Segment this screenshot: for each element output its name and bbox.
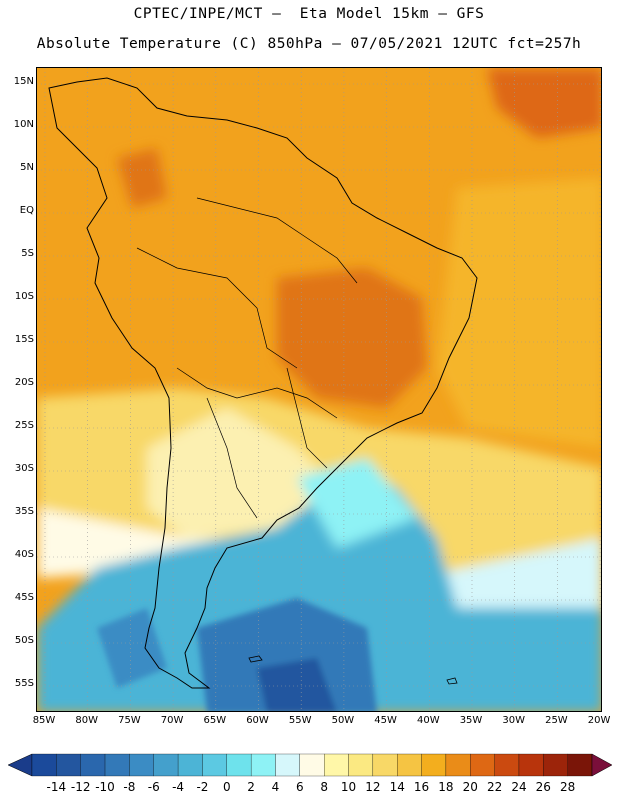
cool-band-argentina bbox=[147, 408, 337, 538]
colorbar-label-2: -10 bbox=[95, 780, 115, 794]
colorbar-swatch-10 bbox=[275, 753, 300, 777]
colorbar-swatch-17 bbox=[445, 753, 471, 777]
lat-label-10s: 10S bbox=[14, 291, 34, 302]
islands bbox=[248, 655, 458, 685]
lon-label-20w: 20W bbox=[587, 715, 611, 726]
colorbar-label-16: 18 bbox=[438, 780, 454, 794]
colorbar-label-10: 6 bbox=[295, 780, 304, 794]
colorbar-swatch-20 bbox=[518, 753, 544, 777]
colorbar-label-14: 14 bbox=[389, 780, 405, 794]
colorbar-label-17: 20 bbox=[462, 780, 478, 794]
lon-label-45w: 45W bbox=[374, 715, 397, 726]
lat-label-15n: 15N bbox=[13, 76, 34, 87]
colorbar-swatch-1 bbox=[56, 753, 81, 777]
colorbar-swatch-9 bbox=[250, 753, 276, 777]
lon-label-40w: 40W bbox=[416, 715, 440, 726]
colorbar-overflow bbox=[591, 753, 613, 777]
colorbar-label-4: -6 bbox=[147, 780, 160, 794]
lon-label-85w: 85W bbox=[32, 715, 56, 726]
map-title-line1: CPTEC/INPE/MCT – Eta Model 15km – GFS bbox=[133, 6, 485, 22]
lat-label-15s: 15S bbox=[14, 334, 34, 345]
lat-label-5s: 5S bbox=[21, 248, 34, 259]
coldest-core bbox=[257, 658, 337, 711]
lon-label-50w: 50W bbox=[331, 715, 355, 726]
hot-zone-andes-north bbox=[117, 148, 167, 208]
lat-label-10n: 10N bbox=[13, 119, 34, 130]
lat-label-5n: 5N bbox=[20, 162, 34, 173]
lon-label-60w: 60W bbox=[246, 715, 269, 726]
colorbar-label-11: 8 bbox=[320, 780, 328, 794]
colorbar-swatch-11 bbox=[299, 753, 325, 777]
lat-label-40s: 40S bbox=[14, 549, 34, 560]
colorbar bbox=[7, 753, 613, 777]
colorbar-swatch-12 bbox=[324, 753, 349, 777]
lat-label-30s: 30S bbox=[14, 463, 34, 474]
colorbar-swatch-22 bbox=[567, 753, 593, 777]
colorbar-label-12: 10 bbox=[340, 780, 357, 794]
colorbar-label-20: 26 bbox=[535, 780, 551, 794]
lat-label-45s: 45S bbox=[14, 592, 34, 603]
colorbar-label-0: -14 bbox=[46, 780, 67, 794]
colorbar-swatch-18 bbox=[470, 753, 495, 777]
hot-zone-brazil bbox=[277, 268, 427, 408]
colorbar-label-8: 2 bbox=[247, 780, 255, 794]
lon-label-55w: 55W bbox=[288, 715, 312, 726]
colorbar-swatch-8 bbox=[226, 753, 252, 777]
colorbar-label-19: 24 bbox=[511, 780, 527, 794]
colorbar-swatch-2 bbox=[80, 753, 106, 777]
colorbar-label-3: -8 bbox=[123, 780, 136, 794]
colorbar-swatch-7 bbox=[202, 753, 227, 777]
lon-label-75w: 75W bbox=[118, 715, 141, 726]
colorbar-label-21: 28 bbox=[560, 780, 576, 794]
colorbar-label-1: -12 bbox=[70, 780, 91, 794]
lon-label-70w: 70W bbox=[160, 715, 184, 726]
colorbar-label-18: 22 bbox=[486, 780, 503, 794]
lat-label-35s: 35S bbox=[14, 506, 34, 517]
lon-label-25w: 25W bbox=[545, 715, 568, 726]
colder-core bbox=[197, 598, 377, 711]
colorbar-label-6: -2 bbox=[196, 780, 209, 794]
colorbar-swatch-21 bbox=[543, 753, 568, 777]
colorbar-swatch-19 bbox=[494, 753, 520, 777]
colorbar-label-5: -4 bbox=[172, 780, 185, 794]
colorbar-swatch-13 bbox=[348, 753, 374, 777]
lat-label-25s: 25S bbox=[14, 420, 34, 431]
colorbar-swatch-4 bbox=[129, 753, 154, 777]
colorbar-swatch-15 bbox=[397, 753, 422, 777]
cold-zone-plata bbox=[297, 458, 417, 548]
atlantic-warm-zone bbox=[437, 178, 601, 448]
lat-label-55s: 55S bbox=[14, 678, 34, 689]
cold-zone bbox=[37, 468, 601, 711]
colorbar-label-15: 16 bbox=[413, 780, 430, 794]
colorbar-label-7: 0 bbox=[222, 780, 231, 794]
lon-label-35w: 35W bbox=[459, 715, 483, 726]
colorbar-label-9: 4 bbox=[271, 780, 280, 794]
colorbar-underflow bbox=[7, 753, 33, 777]
lon-label-80w: 80W bbox=[75, 715, 98, 726]
country-borders bbox=[136, 197, 358, 519]
lon-label-65w: 65W bbox=[203, 715, 227, 726]
colorbar-swatch-14 bbox=[372, 753, 398, 777]
lat-label-eq: EQ bbox=[19, 205, 34, 216]
colorbar-swatch-3 bbox=[104, 753, 130, 777]
colorbar-swatch-0 bbox=[31, 753, 57, 777]
south-america-coastline bbox=[48, 77, 478, 689]
lon-label-30w: 30W bbox=[502, 715, 525, 726]
colorbar-swatch-6 bbox=[177, 753, 203, 777]
temperature-map bbox=[36, 67, 602, 712]
lat-label-20s: 20S bbox=[14, 377, 34, 388]
temperature-field bbox=[37, 68, 601, 711]
colorbar-swatch-5 bbox=[153, 753, 179, 777]
colorbar-label-13: 12 bbox=[365, 780, 381, 794]
hot-zone-ne bbox=[487, 68, 601, 138]
lat-label-50s: 50S bbox=[14, 635, 34, 646]
colorbar-swatch-16 bbox=[421, 753, 447, 777]
map-title-line2: Absolute Temperature (C) 850hPa – 07/05/… bbox=[36, 36, 582, 52]
